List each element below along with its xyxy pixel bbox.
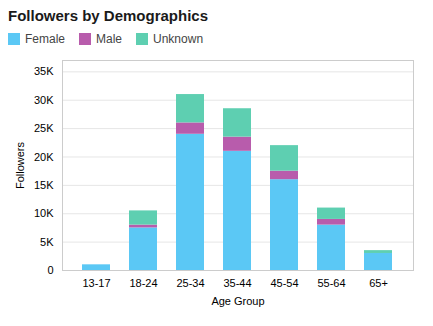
svg-text:25K: 25K — [34, 122, 54, 134]
html-text:Followers by Demographics: Followers by Demographics — [8, 7, 208, 24]
svg-text:35K: 35K — [34, 65, 54, 77]
svg-text:55-64: 55-64 — [317, 277, 345, 289]
svg-text:0: 0 — [47, 264, 53, 276]
html-text:Female: Female — [25, 32, 65, 46]
svg-text:20K: 20K — [34, 151, 54, 163]
svg-text:Age Group: Age Group — [211, 295, 264, 307]
svg-text:10K: 10K — [34, 207, 54, 219]
svg-text:15K: 15K — [34, 179, 54, 191]
svg-text:30K: 30K — [34, 94, 54, 106]
svg-text:Followers: Followers — [14, 141, 26, 189]
svg-text:13-17: 13-17 — [82, 277, 110, 289]
svg-text:65+: 65+ — [369, 277, 388, 289]
svg-text:45-54: 45-54 — [270, 277, 298, 289]
html-text:Unknown: Unknown — [153, 32, 204, 46]
svg-text:18-24: 18-24 — [129, 277, 157, 289]
svg-text:25-34: 25-34 — [176, 277, 204, 289]
svg-text:5K: 5K — [40, 236, 54, 248]
svg-text:35-44: 35-44 — [223, 277, 251, 289]
html-text:Male: Male — [96, 32, 122, 46]
